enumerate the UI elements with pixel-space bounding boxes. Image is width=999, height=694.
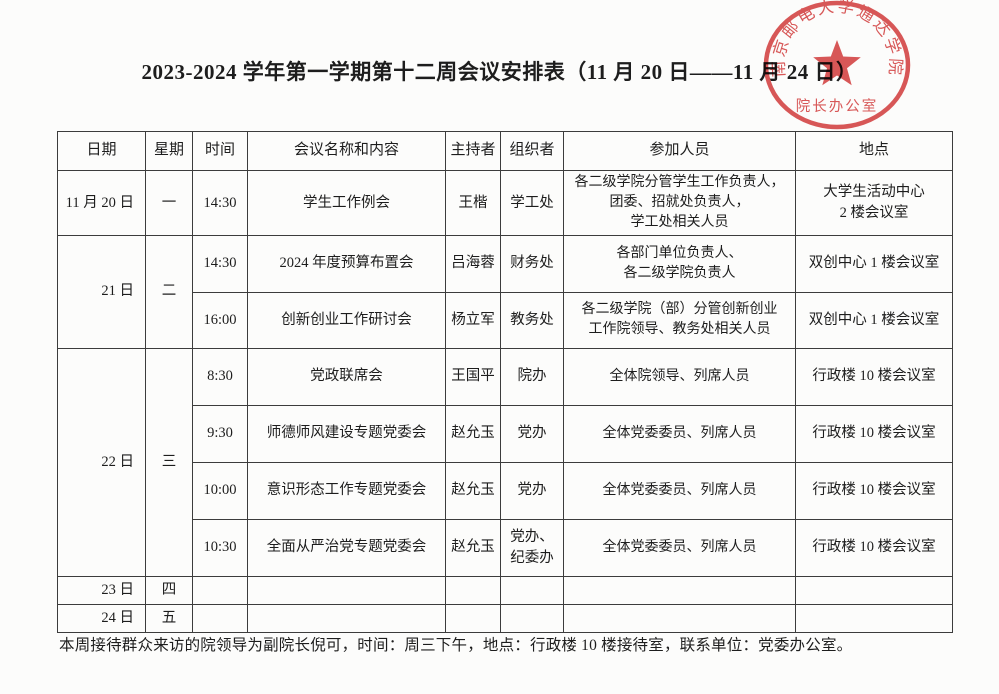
time-cell xyxy=(192,575,248,605)
footer-note: 本周接待群众来访的院领导为副院长倪可，时间：周三下午，地点：行政楼 10 楼接待… xyxy=(59,637,853,654)
header-location: 地点 xyxy=(795,131,953,171)
header-date: 日期 xyxy=(57,131,146,171)
location-cell: 行政楼 10 楼会议室 xyxy=(795,404,953,463)
host-cell: 王国平 xyxy=(445,347,501,406)
table-row: 22 日 三 8:30 党政联席会 王国平 院办 全体院领导、列席人员 行政楼 … xyxy=(57,347,953,577)
time-cell: 14:30 xyxy=(192,170,248,236)
organizer-cell xyxy=(500,575,564,605)
meeting-name-cell xyxy=(247,575,446,605)
table-row: 21 日 二 14:30 2024 年度预算布置会 吕海蓉 财务处 各部门单位负… xyxy=(57,234,953,349)
organizer-cell: 学工处 xyxy=(500,170,564,236)
location-cell: 大学生活动中心 2 楼会议室 xyxy=(795,170,953,236)
meeting-name-cell: 2024 年度预算布置会 xyxy=(247,234,446,293)
table-row: 9:30 师德师风建设专题党委会 赵允玉 党办 全体党委委员、列席人员 行政楼 … xyxy=(58,404,953,463)
table-row: 10:30 全面从严治党专题党委会 赵允玉 党办、 纪委办 全体党委委员、列席人… xyxy=(58,518,953,577)
participants-cell: 各二级学院（部）分管创新创业 工作院领导、教务处相关人员 xyxy=(563,291,796,349)
time-cell: 8:30 xyxy=(192,347,248,406)
organizer-cell: 党办 xyxy=(500,404,564,463)
organizer-cell: 财务处 xyxy=(500,234,564,293)
header-organizer: 组织者 xyxy=(500,131,564,171)
organizer-cell: 院办 xyxy=(500,347,564,406)
weekday-cell: 二 xyxy=(145,234,193,349)
table-row: 10:00 意识形态工作专题党委会 赵允玉 党办 全体党委委员、列席人员 行政楼… xyxy=(58,461,953,520)
host-cell xyxy=(445,603,501,633)
date-cell: 11 月 20 日 xyxy=(57,170,146,236)
header-participants: 参加人员 xyxy=(563,131,796,171)
time-cell: 14:30 xyxy=(192,234,248,293)
weekday-cell: 四 xyxy=(145,575,193,605)
meeting-name-cell: 学生工作例会 xyxy=(247,170,446,236)
table-row: 23 日 四 xyxy=(57,575,953,605)
host-cell xyxy=(445,575,501,605)
date-cell: 24 日 xyxy=(57,603,146,633)
participants-cell: 全体院领导、列席人员 xyxy=(563,347,796,406)
meeting-name-cell: 创新创业工作研讨会 xyxy=(247,291,446,349)
table-row: 11 月 20 日 一 14:30 学生工作例会 王楷 学工处 各二级学院分管学… xyxy=(57,170,953,236)
time-cell xyxy=(192,603,248,633)
meeting-name-cell: 师德师风建设专题党委会 xyxy=(247,404,446,463)
location-cell: 双创中心 1 楼会议室 xyxy=(795,234,953,293)
participants-cell: 各部门单位负责人、 各二级学院负责人 xyxy=(563,234,796,293)
location-cell xyxy=(795,603,953,633)
organizer-cell: 党办、 纪委办 xyxy=(500,518,564,577)
host-cell: 赵允玉 xyxy=(445,404,501,463)
meeting-name-cell xyxy=(247,603,446,633)
time-cell: 9:30 xyxy=(192,404,248,463)
host-cell: 赵允玉 xyxy=(445,461,501,520)
meeting-name-cell: 党政联席会 xyxy=(247,347,446,406)
location-cell xyxy=(795,575,953,605)
page-title: 2023-2024 学年第一学期第十二周会议安排表（11 月 20 日——11 … xyxy=(141,60,858,84)
weekday-cell: 三 xyxy=(145,347,193,577)
participants-cell xyxy=(563,603,796,633)
meeting-name-cell: 意识形态工作专题党委会 xyxy=(247,461,446,520)
organizer-cell xyxy=(500,603,564,633)
time-cell: 10:30 xyxy=(192,518,248,577)
location-cell: 行政楼 10 楼会议室 xyxy=(795,347,953,406)
table-row: 16:00 创新创业工作研讨会 杨立军 教务处 各二级学院（部）分管创新创业 工… xyxy=(58,291,953,349)
meeting-schedule-table: 日期 星期 时间 会议名称和内容 主持者 组织者 参加人员 地点 11 月 20… xyxy=(57,131,953,633)
organizer-cell: 教务处 xyxy=(500,291,564,349)
participants-cell xyxy=(563,575,796,605)
location-cell: 行政楼 10 楼会议室 xyxy=(795,518,953,577)
location-cell: 行政楼 10 楼会议室 xyxy=(795,461,953,520)
header-time: 时间 xyxy=(192,131,248,171)
weekday-cell: 五 xyxy=(145,603,193,633)
seal-bottom-text: 院长办公室 xyxy=(796,98,879,115)
participants-cell: 全体党委委员、列席人员 xyxy=(563,461,796,520)
header-meeting-name: 会议名称和内容 xyxy=(247,131,446,171)
participants-cell: 全体党委委员、列席人员 xyxy=(563,518,796,577)
weekday-cell: 一 xyxy=(145,170,193,236)
meeting-name-cell: 全面从严治党专题党委会 xyxy=(247,518,446,577)
organizer-cell: 党办 xyxy=(500,461,564,520)
host-cell: 杨立军 xyxy=(445,291,501,349)
date-cell: 23 日 xyxy=(57,575,146,605)
location-cell: 双创中心 1 楼会议室 xyxy=(795,291,953,349)
time-cell: 10:00 xyxy=(192,461,248,520)
header-weekday: 星期 xyxy=(145,131,193,171)
participants-cell: 全体党委委员、列席人员 xyxy=(563,404,796,463)
table-row: 24 日 五 xyxy=(57,603,953,633)
host-cell: 赵允玉 xyxy=(445,518,501,577)
participants-cell: 各二级学院分管学生工作负责人， 团委、招就处负责人， 学工处相关人员 xyxy=(563,170,796,236)
time-cell: 16:00 xyxy=(192,291,248,349)
table-header-row: 日期 星期 时间 会议名称和内容 主持者 组织者 参加人员 地点 xyxy=(57,131,953,171)
date-cell: 22 日 xyxy=(57,347,146,577)
host-cell: 王楷 xyxy=(445,170,501,236)
host-cell: 吕海蓉 xyxy=(445,234,501,293)
date-cell: 21 日 xyxy=(57,234,146,349)
header-host: 主持者 xyxy=(445,131,501,171)
